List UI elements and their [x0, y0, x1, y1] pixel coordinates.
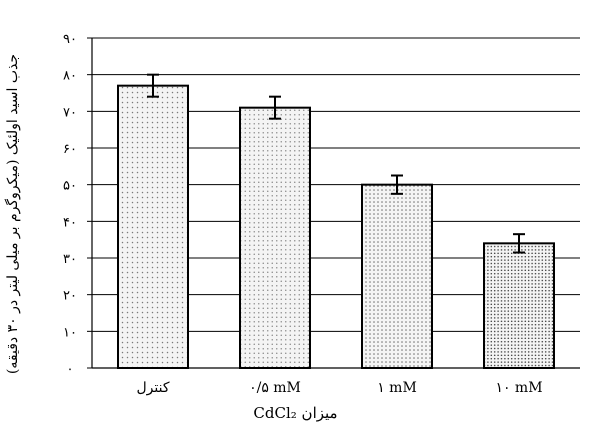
y-tick-label: ۷۰	[63, 105, 77, 120]
bar	[117, 84, 189, 370]
y-axis-title: جذب اسید اولئیک (میکروگرم بر میلی لیتر د…	[5, 53, 21, 375]
axes	[87, 37, 580, 369]
x-tick-label: ۰/۵ mM	[249, 380, 301, 396]
y-tick-label: ۰	[67, 362, 74, 377]
y-axis-title-wrap: جذب اسید اولئیک (میکروگرم بر میلی لیتر د…	[0, 20, 26, 408]
bar	[239, 106, 311, 370]
x-tick-labels: کنترل ۰/۵ mM ۱ mM ۱۰ mM	[136, 380, 542, 396]
x-tick-label: ۱ mM	[377, 380, 417, 396]
x-axis-title: میزان CdCl₂	[253, 404, 338, 422]
x-tick-label: ۱۰ mM	[495, 380, 542, 396]
error-bars	[147, 73, 525, 254]
bars	[117, 84, 555, 370]
bar	[361, 183, 433, 369]
y-tick-labels: ۰ ۱۰ ۲۰ ۳۰ ۴۰ ۵۰ ۶۰ ۷۰ ۸۰ ۹۰	[63, 32, 77, 377]
y-tick-label: ۳۰	[63, 252, 77, 267]
bar	[483, 242, 555, 369]
y-tick-label: ۵۰	[63, 179, 77, 194]
y-tick-label: ۲۰	[63, 289, 77, 304]
x-tick-label: کنترل	[136, 380, 169, 396]
y-tick-label: ۸۰	[63, 69, 77, 84]
y-tick-label: ۱۰	[63, 325, 77, 340]
y-tick-label: ۶۰	[63, 142, 77, 157]
y-tick-label: ۴۰	[63, 215, 77, 230]
y-tick-label: ۹۰	[63, 32, 77, 47]
